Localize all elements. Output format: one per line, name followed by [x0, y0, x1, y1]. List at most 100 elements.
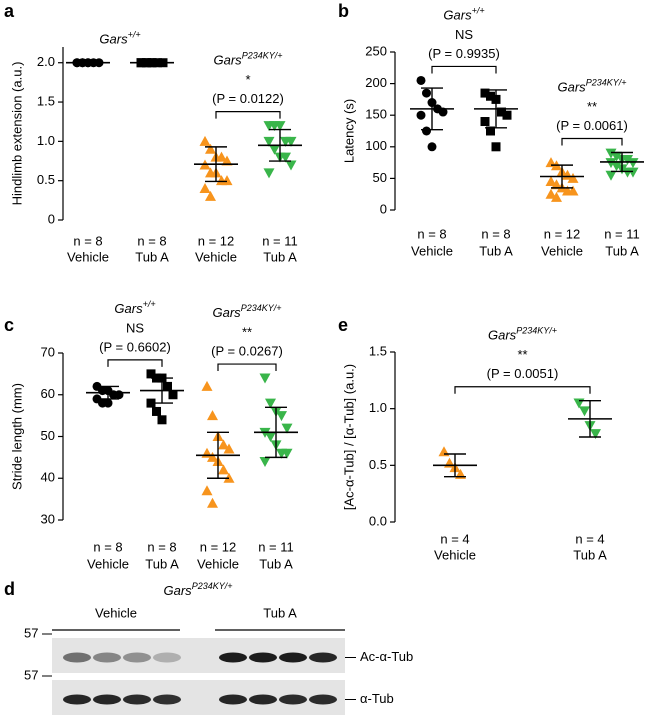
data-point: [611, 161, 622, 172]
bracket: [431, 65, 497, 74]
data-point: [491, 142, 501, 152]
data-point: [605, 148, 617, 159]
data-point: [627, 158, 639, 169]
y-tick-label: 1.5: [37, 93, 55, 108]
data-point: [285, 160, 297, 171]
blot-band: [279, 652, 307, 663]
data-point: [422, 88, 431, 98]
header-text: Gars: [164, 583, 193, 598]
data-point: [218, 464, 229, 475]
sd-bar: [551, 164, 573, 189]
sd-bar: [485, 89, 507, 129]
y-tick-label: 150: [365, 107, 387, 122]
sd-bar: [151, 377, 173, 404]
significance: **: [242, 324, 252, 339]
n-label: n = 8: [147, 539, 176, 554]
header-text: Gars: [99, 32, 128, 47]
y-tick-label: 70: [41, 344, 55, 359]
data-point: [259, 373, 271, 384]
data-point: [281, 423, 293, 434]
blot-header: GarsP234KY/+: [164, 581, 233, 598]
data-point: [263, 136, 275, 147]
y-axis-label: [Ac-α-Tub] / [α-Tub] (a.u.): [341, 364, 356, 510]
blot-band: [249, 652, 277, 663]
data-point: [199, 183, 211, 194]
data-point: [486, 126, 495, 136]
sd-bar: [207, 431, 229, 479]
header-text: Gars: [213, 305, 242, 320]
p-value: (P = 0.6602): [99, 339, 171, 354]
y-tick-label: 250: [365, 43, 387, 58]
data-point: [545, 188, 557, 199]
data-point: [221, 175, 233, 186]
data-point: [545, 176, 557, 187]
p-value: (P = 0.0122): [212, 91, 284, 106]
mw-marker: 57: [24, 667, 38, 682]
y-tick-label: 0: [380, 201, 387, 216]
blot-group-label: Tub A: [263, 605, 297, 620]
data-point: [114, 390, 124, 400]
data-point: [103, 398, 113, 408]
header-text: Gars: [443, 8, 472, 23]
group-label: Vehicle: [411, 243, 453, 258]
group-label: Vehicle: [541, 243, 583, 258]
n-label: n = 8: [93, 539, 122, 554]
group-label: Tub A: [145, 556, 179, 571]
data-point: [265, 398, 276, 409]
blot-band: [93, 652, 121, 663]
significance: **: [517, 347, 527, 362]
y-tick-label: 0.0: [369, 513, 387, 528]
y-tick-label: 1.5: [369, 343, 387, 358]
data-point: [605, 170, 617, 181]
n-label: n = 4: [575, 531, 604, 546]
y-axis-label: Stride length (mm): [9, 383, 24, 490]
data-point: [221, 155, 233, 166]
blot-band: [63, 652, 91, 663]
header-sup: P234KY/+: [586, 78, 627, 88]
blot-band: [123, 652, 151, 663]
n-label: n = 11: [604, 226, 640, 241]
y-tick-label: 0.5: [37, 172, 55, 187]
genotype-header: Gars+/+: [99, 30, 140, 47]
genotype-header: Gars+/+: [443, 6, 484, 23]
data-point: [551, 179, 562, 190]
data-point: [199, 135, 211, 146]
data-point: [567, 172, 579, 183]
sd-bar: [265, 406, 287, 459]
group-label: Tub A: [263, 249, 297, 264]
genotype-header: GarsP234KY/+: [214, 51, 283, 68]
panel-label: a: [4, 1, 15, 21]
data-point: [205, 190, 216, 201]
data-point: [201, 485, 213, 496]
p-value: (P = 0.0051): [487, 366, 559, 381]
header-sup: P234KY/+: [192, 581, 233, 591]
n-label: n = 8: [417, 226, 446, 241]
group-label: Tub A: [259, 556, 293, 571]
bracket: [217, 363, 277, 372]
data-point: [622, 154, 633, 165]
significance: NS: [126, 320, 144, 335]
data-point: [281, 448, 293, 459]
data-point: [205, 143, 216, 154]
data-point: [274, 121, 286, 132]
blot-row-label: α-Tub: [360, 691, 394, 706]
bracket: [454, 386, 591, 394]
p-value: (P = 0.0061): [556, 118, 628, 133]
data-point: [201, 380, 213, 391]
blot-band: [219, 694, 247, 705]
sd-bar: [269, 128, 291, 162]
data-point: [567, 185, 579, 196]
header-sup: +/+: [128, 30, 141, 40]
blot-band: [63, 694, 91, 705]
header-sup: P234KY/+: [516, 326, 557, 336]
blot-band: [279, 694, 307, 705]
y-tick-label: 60: [41, 386, 55, 401]
data-point: [216, 151, 227, 162]
n-label: n = 11: [262, 233, 298, 248]
data-point: [486, 91, 495, 101]
data-point: [422, 126, 431, 136]
sd-bar: [611, 151, 633, 173]
blot-band: [123, 694, 151, 705]
y-tick-label: 0.5: [369, 457, 387, 472]
y-tick-label: 1.0: [37, 133, 55, 148]
